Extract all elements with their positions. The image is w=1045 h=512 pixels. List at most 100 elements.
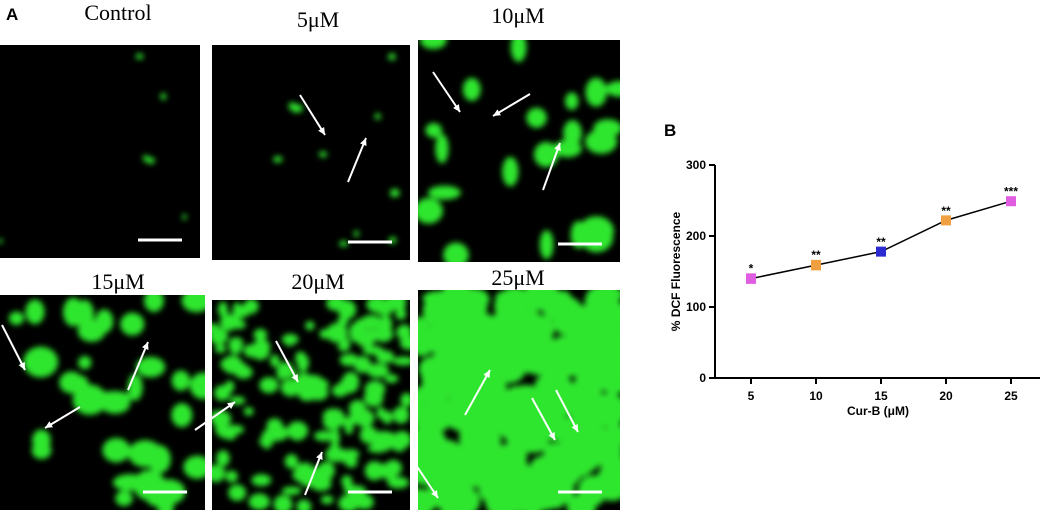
blob: [563, 120, 582, 147]
blob: [62, 297, 84, 327]
blob: [8, 311, 24, 325]
blob: [102, 438, 131, 463]
blob: [339, 240, 349, 247]
blob: [372, 326, 394, 343]
x-tick-label: 20: [939, 389, 953, 403]
blob: [384, 374, 399, 383]
blob: [136, 356, 166, 378]
blob: [147, 157, 155, 164]
blob: [353, 230, 360, 238]
blob: [576, 331, 591, 358]
blob: [422, 416, 444, 432]
blob: [389, 188, 400, 198]
blob: [189, 372, 205, 400]
blob: [253, 328, 268, 341]
blob: [355, 330, 376, 347]
blob: [334, 449, 355, 463]
blob: [418, 316, 428, 337]
arrow: [299, 94, 326, 136]
blob: [498, 411, 514, 439]
arrow: [304, 451, 323, 496]
blob: [313, 430, 335, 442]
blob: [511, 436, 527, 455]
blob: [115, 490, 133, 507]
blob: [443, 242, 469, 262]
blob: [32, 429, 51, 451]
arrow: [347, 137, 367, 183]
arrow-head: [45, 421, 53, 428]
blob: [296, 499, 312, 510]
blob: [337, 300, 357, 320]
blob: [305, 320, 315, 331]
y-tick-label: 300: [686, 158, 706, 172]
blob: [589, 393, 620, 425]
blob: [531, 482, 565, 510]
blob: [181, 295, 205, 313]
panel-title: 20μM: [291, 269, 344, 294]
arrow-head: [548, 432, 555, 440]
y-tick-label: 0: [699, 371, 706, 385]
blob: [593, 119, 620, 137]
blob: [526, 107, 547, 128]
blob: [281, 486, 302, 495]
blob: [23, 346, 59, 378]
blob: [128, 440, 163, 468]
arrow-head: [18, 362, 25, 370]
blob: [395, 310, 407, 320]
blob: [228, 338, 243, 355]
blob: [320, 495, 334, 505]
fluorescence: [0, 53, 187, 244]
blob: [555, 466, 579, 488]
arrow-head: [360, 138, 367, 146]
blob: [287, 426, 297, 438]
blob: [330, 428, 340, 448]
blob: [225, 470, 238, 483]
blob: [425, 123, 442, 138]
significance: ***: [1004, 185, 1018, 199]
blob: [135, 53, 144, 60]
blob: [216, 450, 230, 467]
blob: [388, 53, 396, 61]
fluorescence: [418, 290, 620, 510]
blob: [400, 392, 410, 408]
blob: [605, 80, 620, 97]
arrow: [542, 142, 561, 191]
blob: [465, 390, 503, 423]
blob: [578, 216, 614, 247]
x-tick-label: 15: [874, 389, 888, 403]
blob: [288, 102, 297, 110]
micrograph-bg: [0, 45, 200, 258]
blob: [387, 476, 410, 489]
blob: [510, 40, 527, 62]
blob: [363, 389, 384, 407]
x-tick-label: 5: [748, 389, 755, 403]
blob: [360, 314, 382, 329]
blob: [399, 336, 410, 350]
blob: [539, 369, 571, 399]
blob: [353, 356, 372, 373]
blob: [498, 459, 532, 485]
arrow: [127, 341, 149, 391]
blob: [214, 385, 231, 401]
arrow-head: [318, 127, 325, 135]
arrow-head: [291, 374, 298, 382]
blob: [332, 384, 349, 397]
blob: [251, 343, 270, 360]
blob: [171, 403, 193, 428]
blob: [565, 92, 579, 110]
blob: [133, 469, 166, 501]
arrow: [531, 397, 556, 441]
blob: [223, 313, 233, 329]
blob: [217, 428, 233, 439]
blob: [261, 429, 273, 450]
blob: [539, 230, 554, 260]
panel-label: B: [664, 121, 676, 140]
blob: [573, 371, 589, 401]
blob: [374, 113, 381, 120]
blob: [586, 362, 611, 392]
blob: [246, 300, 258, 314]
blob: [462, 440, 484, 468]
blob: [533, 141, 559, 168]
blob: [441, 290, 465, 313]
